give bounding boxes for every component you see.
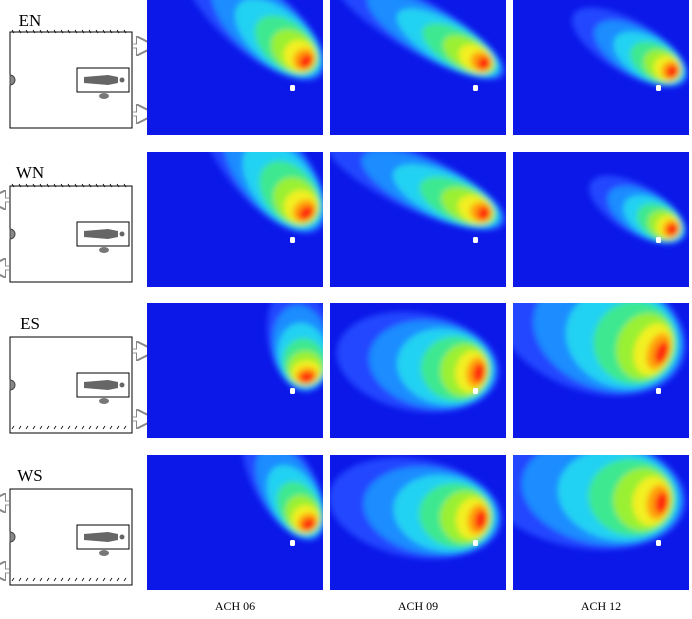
hatch [11, 577, 127, 582]
row-label: WN [16, 163, 44, 182]
person-head [119, 77, 125, 83]
door [9, 379, 16, 391]
row-label: EN [19, 11, 42, 30]
person-chair [99, 93, 109, 99]
contour-panel [330, 152, 506, 287]
person-chair [99, 398, 109, 404]
contour-panel [147, 0, 323, 135]
contour-panel [147, 455, 323, 590]
door [9, 228, 16, 240]
contour-level [301, 518, 316, 531]
sensor-marker [473, 85, 478, 91]
sensor-marker [290, 540, 295, 546]
sensor-marker [290, 237, 295, 243]
contour-blobs [332, 0, 506, 80]
person-head [119, 231, 125, 237]
contour-blobs [184, 0, 323, 81]
person-box [76, 524, 130, 550]
person-box [76, 67, 130, 93]
contour-panel [513, 0, 689, 135]
contour-level [472, 363, 486, 383]
contour-panel [513, 152, 689, 287]
contour-panel [147, 303, 323, 438]
contour-blobs [330, 457, 503, 559]
person [84, 229, 118, 239]
contour-level [654, 341, 670, 364]
contour-blobs [513, 455, 687, 550]
contour-level [299, 371, 315, 384]
person-head [119, 382, 125, 388]
contour-level [666, 223, 679, 237]
sensor-marker [656, 540, 661, 546]
contour-blobs [200, 152, 323, 234]
contour-panel [513, 303, 689, 438]
contour-level [298, 206, 314, 221]
contour-blobs [589, 175, 687, 245]
contour-level [666, 65, 679, 79]
sensor-marker [656, 237, 661, 243]
column-label: ACH 12 [581, 599, 621, 613]
hatch [11, 425, 127, 430]
sensor-marker [290, 85, 295, 91]
hatch [11, 183, 127, 188]
contour-blobs [330, 152, 506, 231]
row-label: ES [20, 314, 40, 333]
hatch [11, 29, 127, 34]
sensor-marker [290, 388, 295, 394]
row-label: WS [17, 466, 43, 485]
person [84, 532, 118, 542]
sensor-marker [473, 540, 478, 546]
sensor-marker [473, 237, 478, 243]
person-chair [99, 247, 109, 253]
door [9, 531, 16, 543]
contour-blobs [571, 7, 689, 87]
person-box [76, 372, 130, 398]
contour-level [477, 206, 491, 221]
contour-level [477, 56, 491, 71]
sensor-marker [656, 85, 661, 91]
contour-level [655, 492, 669, 514]
contour-panel [147, 152, 323, 287]
person-chair [99, 550, 109, 556]
contour-blobs [242, 455, 323, 541]
contour-level [299, 54, 314, 69]
contour-panel [330, 303, 506, 438]
contour-blobs [267, 303, 323, 393]
contour-panel [513, 455, 689, 590]
person [84, 380, 118, 390]
door [9, 74, 16, 86]
person [84, 75, 118, 85]
person-box [76, 221, 130, 247]
contour-panel [330, 455, 506, 590]
contour-blobs [336, 311, 500, 413]
contour-level [474, 510, 488, 530]
sensor-marker [473, 388, 478, 394]
column-label: ACH 06 [215, 599, 255, 613]
person-head [119, 534, 125, 540]
sensor-marker [656, 388, 661, 394]
contour-panel [330, 0, 506, 135]
column-label: ACH 09 [398, 599, 438, 613]
contour-blobs [513, 303, 687, 396]
